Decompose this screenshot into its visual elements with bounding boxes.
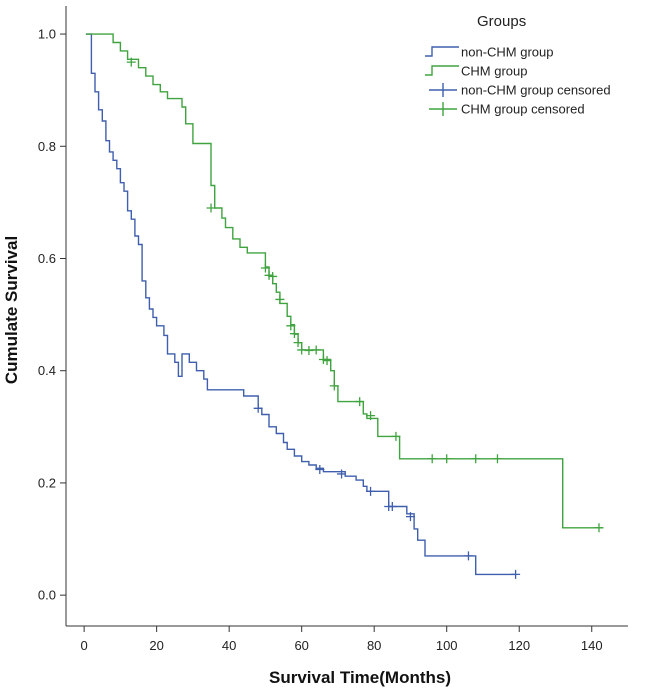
chm-group-censored-mark	[289, 329, 299, 339]
non-chm-group-line	[85, 33, 516, 576]
chm-group-censored-mark	[275, 294, 285, 304]
y-tick-label: 0.6	[38, 251, 56, 266]
x-tick-label: 140	[581, 638, 603, 653]
legend-entry-non-chm-group-label: non-CHM group	[461, 45, 554, 60]
chm-group-censored-mark	[126, 57, 136, 67]
non-chm-group-censored-mark	[315, 464, 325, 474]
chm-group-censored-mark	[492, 454, 502, 464]
y-tick-label: 0.8	[38, 139, 56, 154]
axes: 0 20 40 60 80 100 120 140 0.0 0.2 0.4 0.6 0.8 1.0	[38, 6, 628, 653]
non-chm-group-censored-mark	[337, 469, 347, 479]
chm-group-censored-mark	[286, 321, 296, 331]
legend-entry-chm-group-label: CHM group	[461, 64, 527, 79]
x-tick-label: 100	[436, 638, 458, 653]
non-chm-group-censored-mark	[511, 569, 521, 579]
x-tick-label: 60	[294, 638, 308, 653]
legend-entry-non-chm-group-swatch	[425, 46, 459, 57]
chm-group-censored-mark	[594, 523, 604, 533]
chm-group-censored-mark	[311, 345, 321, 355]
x-tick-label: 0	[81, 638, 88, 653]
chm-group-censored-mark	[206, 203, 216, 213]
series-layer	[85, 33, 604, 579]
non-chm-group-censored-mark	[463, 551, 473, 561]
chm-group-censored-mark	[260, 263, 270, 273]
legend-entry-chm-group-swatch	[425, 65, 459, 76]
chm-group-censored-mark	[471, 454, 481, 464]
y-tick-label: 1.0	[38, 27, 56, 42]
non-chm-group-censored-mark	[366, 486, 376, 496]
chm-group-censored-mark	[322, 356, 332, 366]
chm-group-censored-mark	[268, 271, 278, 281]
y-tick-label: 0.0	[38, 588, 56, 603]
chm-group-censored-mark	[442, 454, 452, 464]
y-tick-label: 0.4	[38, 363, 56, 378]
x-tick-label: 20	[149, 638, 163, 653]
x-tick-label: 80	[367, 638, 381, 653]
chm-group-censored-mark	[355, 397, 365, 407]
legend-entry-non-chm-group-censored-label: non-CHM group censored	[461, 83, 611, 98]
legend-title: Groups	[477, 13, 526, 30]
legend-entry-chm-group-censored-label: CHM group censored	[461, 102, 585, 117]
legend-entry-non-chm-group-censored-swatch	[429, 83, 457, 97]
chm-group-censored-mark	[391, 431, 401, 441]
non-chm-group-censored-mark	[387, 501, 397, 511]
legend-items: non-CHM group CHM group non-CHM group cens…	[425, 45, 611, 117]
chm-group-censored-mark	[293, 338, 303, 348]
x-tick-label: 120	[508, 638, 530, 653]
y-axis-title: Cumulate Survival	[2, 236, 21, 384]
y-tick-label: 0.2	[38, 475, 56, 490]
non-chm-group-censored-mark	[405, 512, 415, 522]
chm-group-censored-mark	[427, 454, 437, 464]
x-axis-title: Survival Time(Months)	[269, 668, 451, 687]
non-chm-group-censored-mark	[253, 403, 263, 413]
chm-group-censored-mark	[329, 381, 339, 391]
chm-group-censored-mark	[366, 411, 376, 421]
x-tick-label: 40	[222, 638, 236, 653]
legend-entry-chm-group-censored-swatch	[429, 102, 457, 116]
